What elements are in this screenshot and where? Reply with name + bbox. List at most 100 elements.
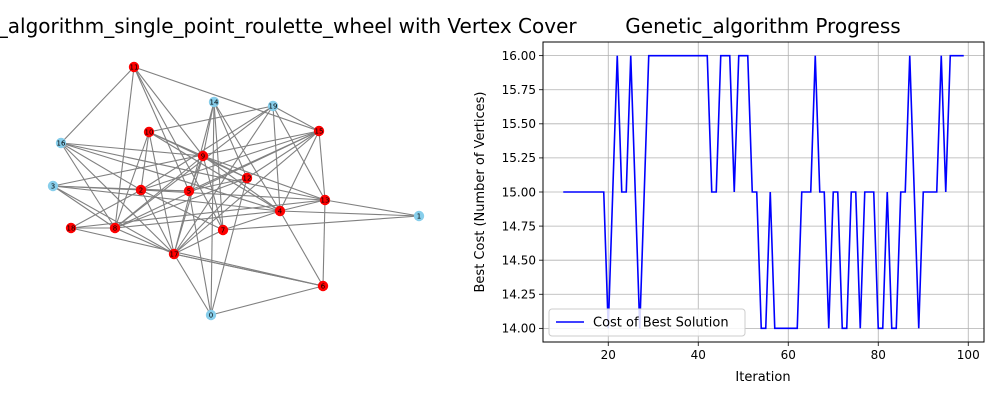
graph-node-marker [197, 150, 209, 162]
y-tick-label: 15.50 [502, 117, 536, 131]
graph-edge [60, 66, 135, 144]
graph-edge [133, 66, 320, 132]
graph-edge [188, 190, 212, 316]
graph-node: 17 [168, 248, 180, 260]
y-tick-label: 15.75 [502, 83, 536, 97]
graph-node-marker [205, 309, 217, 321]
graph-edge [60, 142, 326, 201]
graph-node: 3 [47, 180, 59, 192]
graph-node-label: 10 [145, 128, 154, 136]
graph-node-label: 5 [187, 187, 191, 195]
graph-edge [202, 101, 215, 157]
graph-node: 11 [128, 61, 140, 73]
graph-edge [202, 155, 248, 179]
graph-edge [173, 130, 320, 255]
graph-edge [173, 253, 324, 287]
graph-edge [70, 189, 142, 229]
graph-edge [114, 130, 320, 229]
graph-edge [148, 131, 175, 255]
x-axis-ticks: 20 40 60 80 100 [601, 342, 980, 362]
graph-edge [272, 105, 326, 201]
legend-label: Cost of Best Solution [593, 316, 729, 331]
graph-node-label: 12 [243, 174, 252, 182]
graph-edge [60, 142, 281, 212]
graph-node-label: 18 [67, 224, 76, 232]
y-tick-label: 14.25 [502, 288, 536, 302]
graph-node: 4 [274, 205, 286, 217]
graph-node: 10 [143, 126, 155, 138]
graph-edge [210, 285, 324, 316]
graph-node-marker [413, 210, 425, 222]
graph-edge [148, 105, 274, 133]
line-chart-title: Genetic_algorithm Progress [625, 14, 900, 38]
graph-node-marker [128, 61, 140, 73]
legend: Cost of Best Solution [548, 308, 746, 337]
graph-node-label: 11 [130, 63, 139, 71]
y-axis-ticks: 14.00 14.25 14.50 14.75 15.00 15.25 15.50 15.75… [502, 49, 543, 336]
x-tick-label: 80 [871, 348, 886, 362]
graph-node-label: 3 [51, 182, 55, 190]
graph-node-label: 15 [315, 127, 324, 135]
graph-edge [60, 142, 142, 191]
graph-node: 2 [135, 184, 147, 196]
x-tick-label: 20 [601, 348, 616, 362]
graph-node: 12 [241, 172, 253, 184]
graph-node-marker [267, 100, 279, 112]
graph-node-label: 9 [201, 152, 205, 160]
graph-edge [140, 189, 326, 201]
y-tick-label: 15.25 [502, 151, 536, 165]
y-axis-label: Best Cost (Number of Vertices) [473, 92, 488, 293]
graph-node-label: 2 [139, 186, 143, 194]
graph-edge [60, 142, 175, 255]
graph-edge [279, 199, 326, 212]
graph-node-marker [183, 185, 195, 197]
graph-edge [173, 155, 204, 255]
graph-edge [70, 227, 324, 287]
graph-edge [318, 130, 326, 201]
graph-edge [173, 229, 224, 255]
graph-edge [148, 131, 204, 157]
graph-node-marker [143, 126, 155, 138]
graph-edge [140, 189, 175, 255]
graph-edge [148, 131, 281, 212]
graph-node-marker [55, 137, 67, 149]
y-tick-label: 14.00 [502, 322, 536, 336]
graph-edge [173, 177, 248, 255]
graph-node-marker [241, 172, 253, 184]
graph-edge [114, 177, 248, 229]
graph-edge [114, 105, 274, 229]
graph-edge [140, 105, 274, 191]
graph-edge [246, 130, 320, 179]
x-tick-label: 100 [957, 348, 980, 362]
graph-node-label: 1 [417, 212, 421, 220]
graph-edge [140, 131, 150, 191]
graph-edge [140, 130, 320, 191]
graph-node-label: 7 [221, 226, 225, 234]
y-tick-label: 14.75 [502, 219, 536, 233]
y-tick-label: 16.00 [502, 49, 536, 63]
graph-edge [213, 101, 281, 212]
graph-node: 18 [65, 222, 77, 234]
graph-edge [324, 199, 420, 217]
graph-node-marker [65, 222, 77, 234]
graph-node: 0 [205, 309, 217, 321]
graph-edge [213, 101, 248, 179]
graph-edge [114, 155, 204, 229]
graph-node: 15 [313, 125, 325, 137]
graph-node-marker [313, 125, 325, 137]
graph-edge [213, 101, 224, 231]
graph-node-marker [109, 222, 121, 234]
graph-node-marker [168, 248, 180, 260]
y-tick-label: 15.00 [502, 185, 536, 199]
graph-edge [52, 185, 116, 229]
graph-node-marker [274, 205, 286, 217]
graph-node: 1 [413, 210, 425, 222]
line-chart-series [563, 54, 964, 330]
graph-node-label: 0 [209, 311, 213, 319]
graph-node: 8 [109, 222, 121, 234]
graph-node-label: 4 [278, 207, 283, 215]
graph-node-label: 6 [321, 282, 326, 290]
graph-node-label: 13 [321, 196, 330, 204]
series-line-cost-of-best-solution [563, 54, 964, 330]
